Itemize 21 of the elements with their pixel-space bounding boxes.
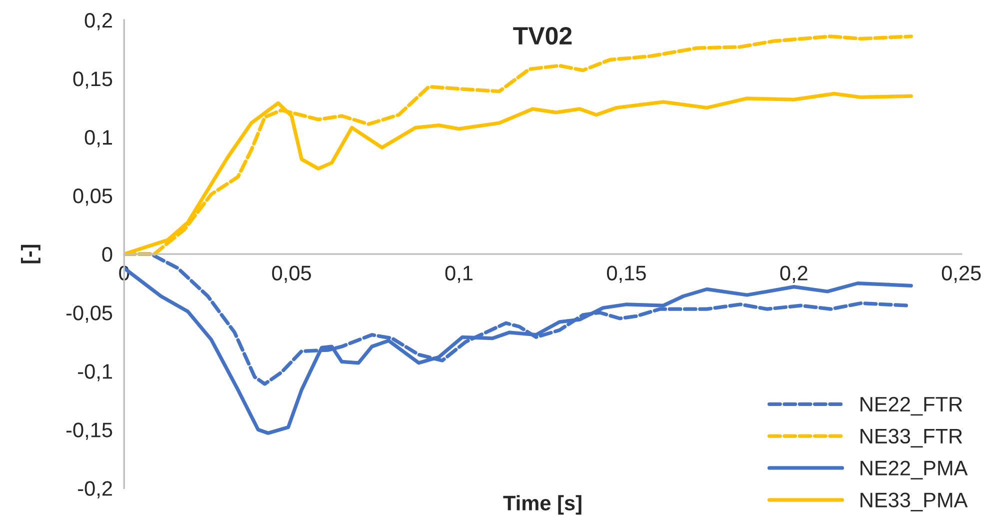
- y-tick-label: -0,1: [78, 364, 112, 382]
- y-tick-label: -0,05: [66, 306, 112, 323]
- x-tick-label: 0,05: [272, 266, 311, 283]
- chart-title: TV02: [513, 26, 572, 45]
- x-tick-label: 0,25: [942, 266, 981, 283]
- legend-label: NE22_PMA: [860, 460, 968, 480]
- y-tick-label: 0,2: [84, 12, 112, 30]
- y-axis-title: [-]: [20, 244, 40, 264]
- y-tick-label: 0,15: [73, 72, 112, 89]
- x-tick-label: 0,1: [445, 266, 472, 283]
- y-tick-label: 0,05: [73, 188, 112, 206]
- x-tick-label: 0,2: [780, 266, 808, 283]
- y-tick-label: 0,1: [84, 130, 112, 148]
- x-tick-label: 0,15: [607, 266, 646, 283]
- x-axis-title: Time [s]: [503, 495, 582, 515]
- y-tick-label: -0,15: [66, 422, 112, 440]
- legend-label: NE22_FTR: [860, 396, 962, 416]
- legend-label: NE33_FTR: [860, 428, 962, 448]
- legend-label: NE33_PMA: [860, 492, 968, 512]
- y-tick-label: -0,2: [78, 481, 112, 498]
- y-tick-label: 0: [102, 247, 112, 262]
